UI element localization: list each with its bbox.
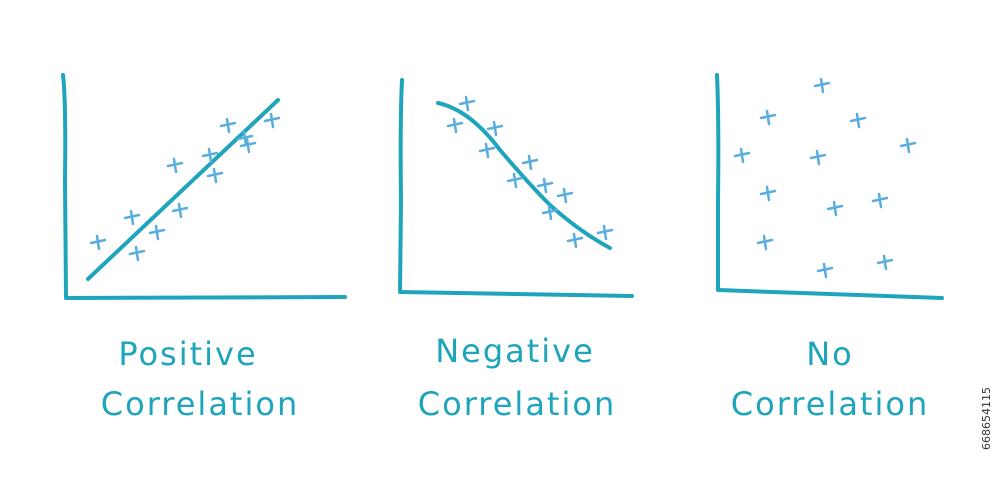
cross-mark [123, 209, 141, 226]
cross-mark [813, 77, 831, 94]
stroke [832, 200, 838, 217]
panel-none: No Correlation [715, 73, 944, 423]
stroke [877, 192, 883, 209]
stroke [129, 209, 135, 226]
cross-mark [89, 234, 107, 251]
stroke [765, 185, 771, 202]
stroke [177, 202, 183, 219]
cross-mark [239, 137, 257, 154]
stroke [207, 147, 213, 164]
trend-line [86, 98, 280, 281]
cross-mark [733, 147, 751, 164]
stroke [95, 234, 101, 251]
label-line: Correlation [418, 385, 616, 423]
axes [715, 73, 944, 300]
cross-mark [596, 224, 614, 241]
stroke [762, 234, 768, 251]
stroke [765, 109, 771, 126]
cross-mark [556, 187, 574, 204]
cross-mark [263, 112, 281, 129]
cross-mark [166, 157, 184, 174]
stroke [212, 167, 218, 184]
stroke [452, 117, 458, 134]
stroke [882, 254, 888, 271]
stroke [172, 157, 178, 174]
cross-mark [809, 149, 827, 166]
cross-mark [201, 147, 219, 164]
cross-mark [759, 185, 777, 202]
cross-mark [826, 200, 844, 217]
cross-mark [899, 137, 917, 154]
axes [61, 73, 347, 300]
label-line: Correlation [101, 385, 299, 423]
stroke [484, 142, 490, 159]
cross-mark [486, 120, 504, 137]
stroke [134, 245, 140, 262]
cross-mark [759, 109, 777, 126]
stroke [512, 172, 518, 189]
panel-positive: Positive Correlation [61, 73, 347, 423]
stroke [154, 224, 160, 241]
axes [398, 78, 634, 298]
stroke [815, 149, 821, 166]
image-id: 668654115 [980, 387, 993, 450]
trend-line [436, 101, 612, 250]
label-line: No [806, 335, 854, 373]
label-line: Positive [118, 335, 257, 373]
cross-mark [541, 204, 559, 221]
stroke [245, 137, 251, 154]
stroke [562, 187, 568, 204]
stroke [225, 117, 231, 134]
stroke [855, 112, 861, 129]
cross-mark [236, 130, 254, 147]
cross-mark [148, 224, 166, 241]
label-line: Negative [435, 332, 595, 370]
cross-mark [521, 154, 539, 171]
stroke [492, 120, 498, 137]
stroke [547, 204, 553, 221]
cross-mark [566, 232, 584, 249]
panel-negative: Negative Correlation [398, 78, 634, 423]
cross-mark [458, 95, 476, 112]
cross-mark [446, 117, 464, 134]
stroke [602, 224, 608, 241]
cross-mark [128, 245, 146, 262]
stroke [527, 154, 533, 171]
cross-mark [871, 192, 889, 209]
stroke [269, 112, 275, 129]
stroke [739, 147, 745, 164]
stroke [242, 130, 248, 147]
cross-mark [816, 262, 834, 279]
stroke [905, 137, 911, 154]
cross-mark [506, 172, 524, 189]
stroke [572, 232, 578, 249]
cross-mark [206, 167, 224, 184]
stroke [464, 95, 470, 112]
stroke [822, 262, 828, 279]
cross-mark [536, 177, 554, 194]
stroke [542, 177, 548, 194]
cross-mark [756, 234, 774, 251]
label-line: Correlation [731, 385, 929, 423]
cross-mark [219, 117, 237, 134]
cross-mark [876, 254, 894, 271]
cross-mark [849, 112, 867, 129]
stroke [819, 77, 825, 94]
cross-mark [171, 202, 189, 219]
cross-mark [478, 142, 496, 159]
